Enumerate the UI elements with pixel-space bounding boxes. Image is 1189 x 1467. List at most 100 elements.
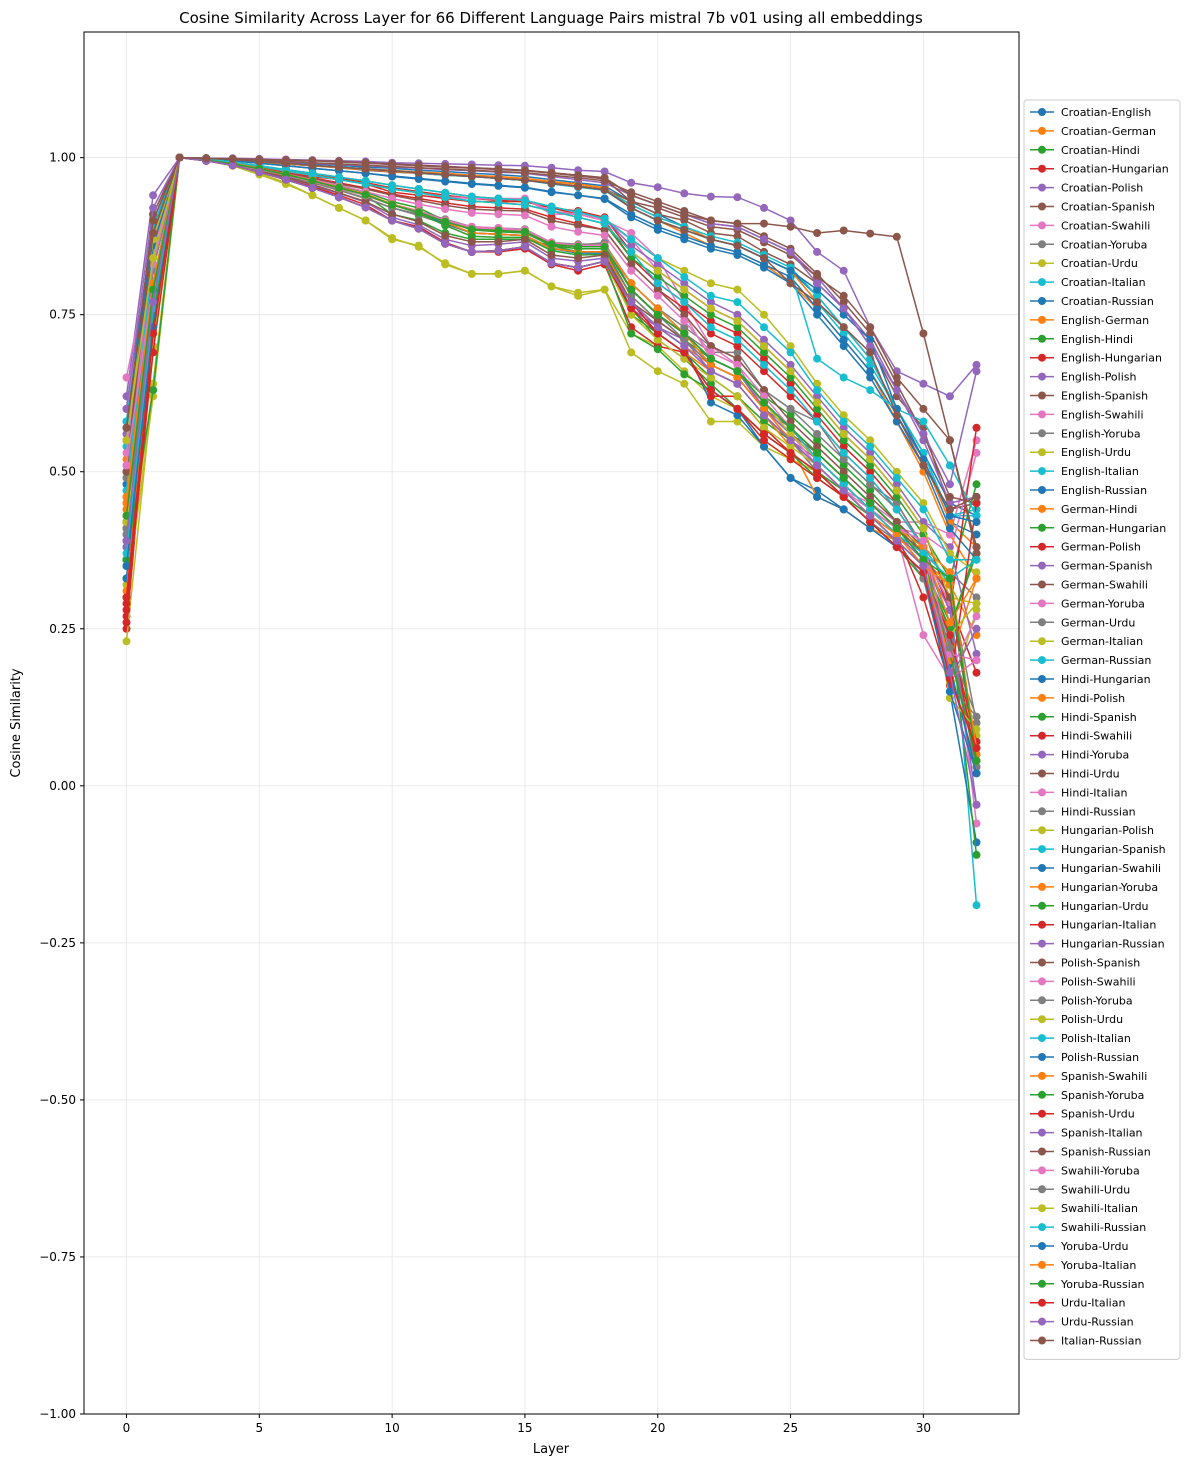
data-point	[813, 411, 822, 420]
data-point	[733, 285, 742, 294]
data-point	[919, 329, 928, 338]
data-point	[335, 193, 343, 202]
data-point	[866, 342, 875, 351]
data-point	[600, 225, 609, 234]
data-point	[574, 288, 583, 297]
data-point	[786, 392, 795, 401]
data-point	[866, 448, 875, 457]
data-point	[149, 298, 158, 307]
data-point	[706, 373, 715, 382]
data-point	[813, 455, 822, 464]
legend-item: English-Swahili	[1030, 408, 1144, 421]
data-point	[919, 593, 928, 602]
data-point	[600, 251, 609, 259]
data-point	[361, 190, 370, 199]
legend-label: Polish-Russian	[1061, 1051, 1139, 1064]
data-point	[760, 398, 768, 407]
legend-label: Swahili-Yoruba	[1061, 1164, 1140, 1177]
legend-item: Croatian-Yoruba	[1030, 238, 1147, 251]
data-point	[919, 549, 928, 558]
data-point	[786, 279, 795, 288]
data-point	[627, 298, 636, 307]
data-point	[361, 164, 370, 173]
data-point	[653, 335, 662, 344]
legend-label: Spanish-Russian	[1061, 1146, 1151, 1159]
data-point	[388, 166, 397, 175]
data-point	[972, 712, 981, 721]
legend-marker	[1038, 164, 1046, 173]
data-point	[680, 335, 689, 344]
data-point	[919, 631, 928, 640]
data-point	[494, 269, 503, 278]
data-point	[945, 555, 954, 564]
data-point	[760, 263, 768, 272]
data-point	[308, 169, 317, 178]
data-point	[945, 668, 954, 677]
data-point	[733, 323, 742, 332]
data-point	[972, 756, 981, 765]
data-point	[760, 430, 768, 438]
data-point	[574, 191, 583, 200]
data-point	[919, 499, 928, 508]
data-point	[813, 417, 822, 426]
legend-item: Spanish-Swahili	[1030, 1070, 1147, 1083]
legend-marker	[1038, 750, 1046, 759]
legend-item: Yoruba-Russian	[1030, 1278, 1145, 1291]
data-point	[600, 185, 609, 194]
data-point	[653, 310, 662, 319]
data-point	[467, 247, 476, 256]
data-point	[680, 304, 689, 313]
data-point	[680, 354, 689, 363]
y-tick-label: 1.00	[49, 151, 76, 165]
data-point	[494, 226, 503, 235]
data-point	[866, 492, 875, 501]
data-point	[308, 156, 317, 165]
legend-marker	[1038, 467, 1046, 476]
data-point	[308, 183, 317, 192]
data-point	[892, 232, 901, 241]
data-point	[866, 323, 875, 332]
legend-item: Urdu-Italian	[1030, 1297, 1125, 1310]
y-tick-label: 0.00	[49, 779, 76, 793]
data-point	[467, 232, 476, 241]
legend-item: Polish-Spanish	[1030, 957, 1140, 970]
legend-label: Croatian-English	[1061, 106, 1151, 119]
legend-item: Spanish-Urdu	[1030, 1108, 1135, 1121]
data-point	[866, 511, 875, 520]
legend-label: English-Spanish	[1061, 390, 1148, 403]
data-point	[600, 242, 609, 251]
data-point	[972, 624, 981, 633]
legend-marker	[1038, 1128, 1046, 1137]
data-point	[494, 237, 503, 246]
data-point	[760, 442, 768, 451]
data-point	[388, 159, 397, 168]
data-point	[627, 329, 636, 338]
data-point	[414, 168, 423, 177]
legend-item: Croatian-Spanish	[1030, 201, 1155, 214]
data-point	[892, 505, 901, 514]
data-point	[388, 210, 397, 219]
data-point	[680, 298, 689, 307]
data-point	[786, 247, 795, 256]
legend-label: Polish-Yoruba	[1061, 994, 1133, 1007]
data-point	[839, 335, 848, 344]
legend-marker	[1038, 221, 1046, 230]
data-point	[813, 467, 822, 476]
data-point	[653, 266, 662, 275]
legend-item: Urdu-Russian	[1030, 1316, 1134, 1329]
data-point	[972, 360, 981, 369]
legend-marker	[1038, 807, 1046, 816]
data-point	[892, 530, 901, 539]
legend-label: Hindi-Yoruba	[1061, 749, 1129, 762]
data-point	[574, 242, 583, 251]
data-point	[361, 203, 370, 212]
legend-item: Yoruba-Urdu	[1030, 1240, 1129, 1253]
data-point	[680, 273, 689, 281]
data-point	[813, 229, 822, 237]
data-point	[441, 170, 450, 179]
data-point	[972, 599, 981, 608]
data-point	[972, 480, 981, 489]
legend-marker	[1038, 126, 1046, 135]
